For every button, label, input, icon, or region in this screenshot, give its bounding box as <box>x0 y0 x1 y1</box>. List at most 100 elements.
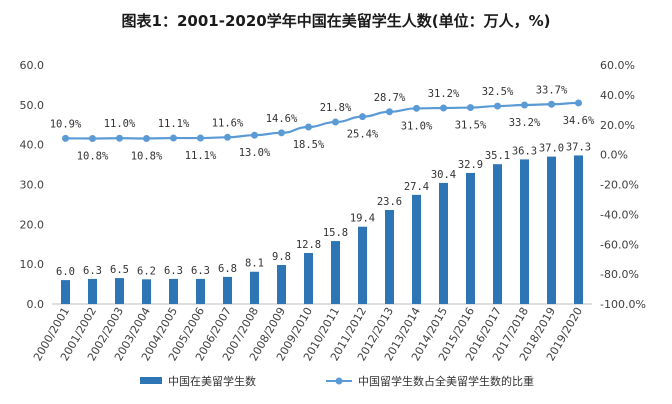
line-point <box>170 134 177 142</box>
bar <box>520 159 529 304</box>
bar <box>196 278 205 304</box>
line-point <box>521 101 528 109</box>
left-axis-ticks: 0.0 10.0 20.0 30.0 40.0 50.0 60.0 <box>20 59 45 311</box>
right-axis-tick-label: -100.0% <box>600 298 646 311</box>
line-point <box>251 131 258 139</box>
bar <box>169 278 178 304</box>
left-axis-tick-label: 30.0 <box>20 179 45 192</box>
bar-data-label: 6.2 <box>137 265 156 277</box>
line-data-label: 28.7% <box>374 92 406 104</box>
legend: 中国在美留学生数 中国留学生数占全美留学生数的比重 <box>140 374 534 388</box>
line-point <box>278 129 285 137</box>
line-data-label: 11.1% <box>185 150 217 162</box>
chart-title: 图表1：2001-2020学年中国在美留学生人数(单位：万人，%) <box>122 12 551 30</box>
bar <box>547 156 556 304</box>
left-axis-tick-label: 10.0 <box>20 258 45 271</box>
bar-data-label: 32.9 <box>458 159 483 171</box>
bar-data-label: 6.0 <box>56 266 75 278</box>
line-data-label: 32.5% <box>482 86 514 98</box>
bar <box>331 241 340 304</box>
line-data-label: 11.6% <box>212 117 244 129</box>
line-data-label: 10.9% <box>50 118 82 130</box>
line-data-label: 11.0% <box>104 118 136 130</box>
line-data-label: 14.6% <box>266 113 298 125</box>
line-data-label: 25.4% <box>347 129 379 141</box>
line-series <box>62 99 582 142</box>
line-data-label: 33.2% <box>509 117 541 129</box>
line-data-label: 10.8% <box>131 150 163 162</box>
left-axis-tick-label: 20.0 <box>20 218 45 231</box>
bar <box>358 226 367 304</box>
line-point <box>143 134 150 142</box>
line-point <box>116 134 123 142</box>
right-axis-tick-label: -40.0% <box>600 208 639 221</box>
bar-data-labels: 6.0 6.3 6.5 6.2 6.3 6.3 6.8 8.19.812.815.819.42… <box>56 141 591 278</box>
bar <box>439 182 448 304</box>
bar-series <box>61 155 583 304</box>
bar-data-label: 6.5 <box>110 264 129 276</box>
legend-bar-label: 中国在美留学生数 <box>168 374 256 388</box>
bar <box>574 155 583 304</box>
line-data-label: 10.8% <box>77 150 109 162</box>
line-point <box>575 99 582 107</box>
line-point <box>386 108 393 116</box>
line-point <box>224 133 231 141</box>
bar-data-label: 6.3 <box>83 265 102 277</box>
right-axis-tick-label: 20.0% <box>600 119 635 132</box>
right-axis-ticks: -100.0% -80.0% -60.0% -40.0% -20.0% 0.0% 20.0%… <box>600 59 646 311</box>
line-data-label: 31.5% <box>455 120 487 132</box>
bar-data-label: 37.0 <box>539 143 564 155</box>
line-data-label: 33.7% <box>536 84 568 96</box>
bar-data-label: 27.4 <box>404 181 429 193</box>
bar-data-label: 19.4 <box>350 213 375 225</box>
right-axis-tick-label: -60.0% <box>600 238 639 251</box>
left-axis-tick-label: 0.0 <box>27 298 45 311</box>
line-point <box>197 134 204 142</box>
right-axis-tick-label: 0.0% <box>600 149 628 162</box>
line-point <box>494 102 501 110</box>
line-point <box>89 134 96 142</box>
bar <box>304 253 313 304</box>
bar <box>277 264 286 304</box>
bar <box>115 278 124 304</box>
bar <box>466 172 475 304</box>
left-axis-tick-label: 50.0 <box>20 99 45 112</box>
line-point <box>332 118 339 126</box>
bar <box>412 194 421 304</box>
bar <box>385 209 394 304</box>
line-point <box>467 104 474 112</box>
legend-bar-swatch <box>140 377 162 384</box>
line-point <box>548 100 555 108</box>
bar-data-label: 36.3 <box>512 145 537 157</box>
bar-data-label: 15.8 <box>323 227 348 239</box>
right-axis-tick-label: 40.0% <box>600 89 635 102</box>
bar-data-label: 23.6 <box>377 196 402 208</box>
line-point <box>62 134 69 142</box>
bar-data-label: 12.8 <box>296 239 321 251</box>
line-data-label: 34.6% <box>563 115 595 127</box>
line-point <box>440 104 447 112</box>
bar-data-label: 8.1 <box>245 258 264 270</box>
line-data-label: 31.0% <box>401 120 433 132</box>
left-axis-tick-label: 60.0 <box>20 59 45 72</box>
bar <box>223 276 232 304</box>
bar-data-label: 37.3 <box>566 141 591 153</box>
line-data-label: 21.8% <box>320 102 352 114</box>
bar-data-label: 6.3 <box>164 265 183 277</box>
bar-data-label: 9.8 <box>272 251 291 263</box>
line-data-label: 13.0% <box>239 147 271 159</box>
line-point <box>305 123 312 131</box>
line-point <box>413 104 420 112</box>
x-axis-ticks: 2000/20012001/20022002/20032003/20042004… <box>31 305 585 363</box>
legend-line-marker <box>335 377 343 385</box>
left-axis-tick-label: 40.0 <box>20 139 45 152</box>
bar <box>142 279 151 304</box>
bar <box>88 278 97 304</box>
line-data-label: 11.1% <box>158 118 190 130</box>
bar-data-label: 6.8 <box>218 263 237 275</box>
bar <box>250 271 259 304</box>
legend-line-label: 中国留学生数占全美留学生数的比重 <box>358 374 534 388</box>
right-axis-tick-label: -80.0% <box>600 268 639 281</box>
